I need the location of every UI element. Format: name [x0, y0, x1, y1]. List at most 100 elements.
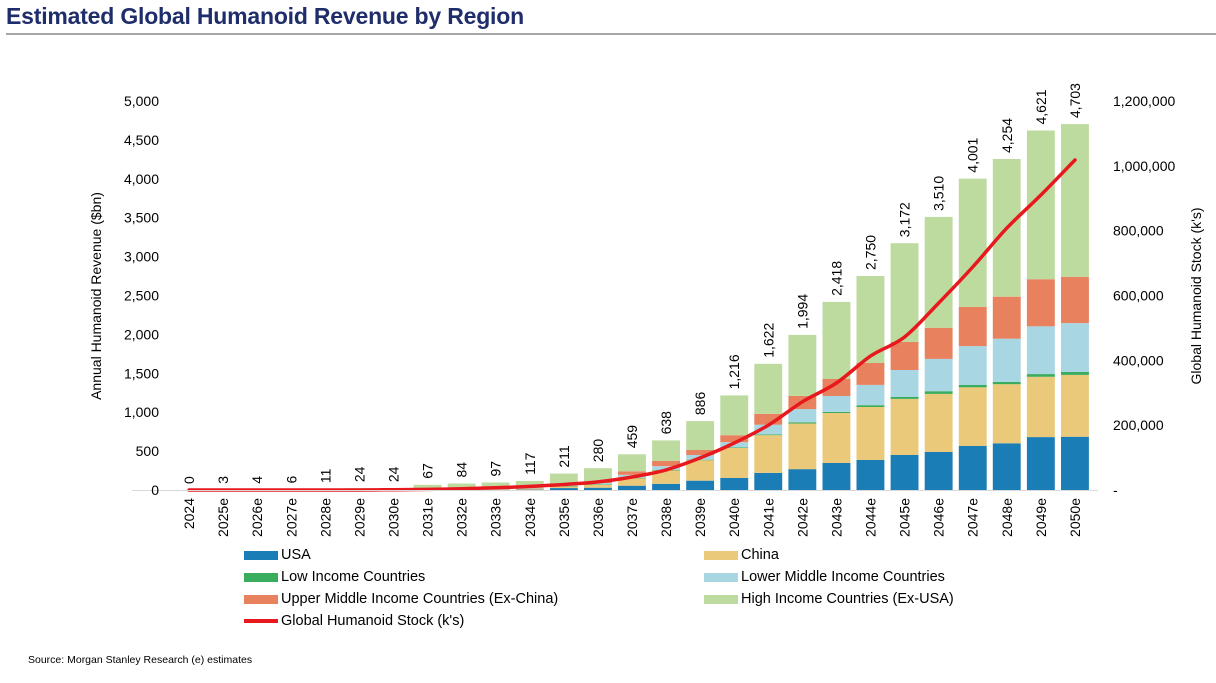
x-tick-label-2041e: 2041e: [760, 498, 776, 537]
bar-segment-china-2039e: [686, 460, 715, 481]
bar-segment-china-2041e: [754, 435, 783, 473]
bar-segment-upper-middle-2041e: [754, 413, 783, 425]
x-tick-label-2029e: 2029e: [351, 498, 367, 537]
x-tick-label-2039e: 2039e: [692, 498, 708, 537]
total-label-2032e: 84: [454, 462, 470, 478]
x-tick-label-2049e: 2049e: [1033, 498, 1049, 537]
bar-segment-upper-middle-2047e: [958, 306, 987, 347]
legend-item-high-income: High Income Countries (Ex-USA): [704, 591, 954, 607]
bar-segment-china-2042e: [788, 423, 817, 470]
bar-segment-usa-2041e: [754, 472, 783, 490]
bar-segment-lower-middle-2034e: [515, 488, 544, 489]
bar-segment-low-income-2036e: [584, 484, 612, 485]
bar-segment-china-2040e: [720, 448, 749, 478]
y-axis-right: - 200,000 400,000 600,000 800,000 1,000,000 1,…: [1113, 93, 1175, 498]
bar-segment-high-income-2050e: [1061, 124, 1089, 277]
legend-item-low-income: Low Income Countries: [244, 569, 425, 585]
bar-segment-low-income-2045e: [890, 397, 919, 399]
x-tick-label-2033e: 2033e: [488, 498, 504, 537]
bar-segment-lower-middle-2042e: [788, 409, 817, 423]
bar-segment-china-2046e: [924, 393, 953, 452]
bar-segment-upper-middle-2043e: [822, 379, 851, 396]
total-label-2039e: 886: [692, 392, 708, 416]
x-tick-label-2030e: 2030e: [386, 498, 402, 537]
bar-segment-china-2048e: [992, 384, 1021, 444]
total-label-2025e: 3: [215, 476, 231, 484]
x-tick-label-2050e: 2050e: [1067, 498, 1083, 537]
legend-item-upper-middle: Upper Middle Income Countries (Ex-China): [244, 591, 558, 607]
legend-label-upper-middle: Upper Middle Income Countries (Ex-China): [281, 591, 559, 607]
legend-label-high-income: High Income Countries (Ex-USA): [741, 591, 954, 607]
legend-swatch-china: [704, 550, 738, 560]
total-labels: 0 3 4 6 11 24 24 67 84 97 117 211 280 459 638 886 1,216 1…: [181, 83, 1083, 484]
bar-segment-low-income-2041e: [754, 434, 783, 436]
total-label-2046e: 3,510: [931, 176, 947, 211]
legend-label-stock-line: Global Humanoid Stock (k's): [281, 613, 465, 629]
y-tick-label: 5,000: [124, 93, 159, 109]
y2-tick-label: 800,000: [1113, 223, 1164, 239]
chart-title: Estimated Global Humanoid Revenue by Reg…: [6, 3, 524, 29]
bar-segment-high-income-2046e: [924, 216, 953, 328]
bar-segment-china-2049e: [1026, 376, 1055, 438]
bar-segment-lower-middle-2043e: [822, 396, 851, 412]
legend-item-usa: USA: [244, 547, 311, 563]
bar-segment-high-income-2038e: [652, 440, 680, 461]
legend-label-lower-middle: Lower Middle Income Countries: [741, 569, 945, 585]
total-label-2044e: 2,750: [863, 235, 879, 270]
bar-segment-high-income-2040e: [720, 395, 749, 436]
bar-segment-upper-middle-2037e: [618, 471, 646, 475]
bar-segment-usa-2036e: [584, 487, 612, 490]
total-label-2027e: 6: [283, 476, 299, 484]
bar-segment-usa-2045e: [890, 455, 919, 490]
bar-segment-usa-2046e: [924, 451, 953, 490]
bar-segment-china-2038e: [652, 470, 680, 484]
legend-label-low-income: Low Income Countries: [281, 569, 426, 585]
x-tick-label-2035e: 2035e: [556, 498, 572, 537]
y-tick-label: 3,000: [124, 249, 159, 265]
legend-label-usa: USA: [281, 547, 311, 563]
bar-segment-usa-2035e: [549, 488, 578, 490]
bar-segment-high-income-2039e: [686, 421, 715, 450]
legend-swatch-upper-middle: [244, 594, 278, 604]
bar-segment-china-2034e: [515, 488, 544, 490]
y2-tick-label: 1,000,000: [1113, 158, 1175, 174]
title-divider: [6, 33, 1216, 35]
x-tick-label-2042e: 2042e: [794, 498, 810, 537]
x-axis: 2024 2025e 2026e 2027e 2028e 2029e 2030e 2031e 2…: [132, 490, 1098, 537]
bar-segment-lower-middle-2047e: [958, 346, 987, 385]
bar-segment-china-2036e: [584, 484, 612, 488]
y2-axis-title: Global Humanoid Stock (k's): [1188, 208, 1204, 385]
x-tick-label-2043e: 2043e: [828, 498, 844, 537]
legend-swatch-lower-middle: [704, 572, 738, 582]
bar-segment-low-income-2039e: [686, 459, 715, 461]
y2-tick-label: 400,000: [1113, 352, 1164, 368]
bar-segment-usa-2042e: [788, 469, 817, 490]
bar-segment-high-income-2037e: [618, 454, 646, 472]
x-tick-label-2031e: 2031e: [420, 498, 436, 537]
legend-swatch-stock-line: [244, 619, 278, 623]
total-label-2028e: 11: [317, 468, 333, 483]
x-tick-label-2025e: 2025e: [215, 498, 231, 537]
bar-segment-high-income-2031e: [413, 484, 442, 490]
bar-segment-china-2047e: [958, 387, 987, 446]
bar-segment-high-income-2036e: [584, 468, 612, 482]
x-tick-label-2036e: 2036e: [590, 498, 606, 537]
bar-segment-low-income-2044e: [856, 405, 885, 407]
bar-segment-usa-2047e: [958, 446, 987, 490]
bar-segment-high-income-2035e: [549, 473, 578, 485]
legend-swatch-usa: [244, 550, 278, 560]
bar-segment-china-2050e: [1061, 374, 1089, 437]
y-tick-label: 4,500: [124, 132, 159, 148]
bar-segment-high-income-2032e: [447, 483, 476, 490]
bar-segment-china-2035e: [549, 486, 578, 488]
total-label-2029e: 24: [351, 466, 367, 482]
x-tick-label-2037e: 2037e: [624, 498, 640, 537]
bar-segment-lower-middle-2046e: [924, 358, 953, 392]
bar-segment-usa-2049e: [1026, 437, 1055, 490]
legend-swatch-low-income: [244, 572, 278, 582]
total-label-2024: 0: [181, 476, 197, 484]
y2-tick-label: 200,000: [1113, 417, 1164, 433]
x-tick-label-2026e: 2026e: [249, 498, 265, 537]
bar-segment-low-income-2046e: [924, 391, 953, 394]
total-label-2040e: 1,216: [726, 354, 742, 389]
